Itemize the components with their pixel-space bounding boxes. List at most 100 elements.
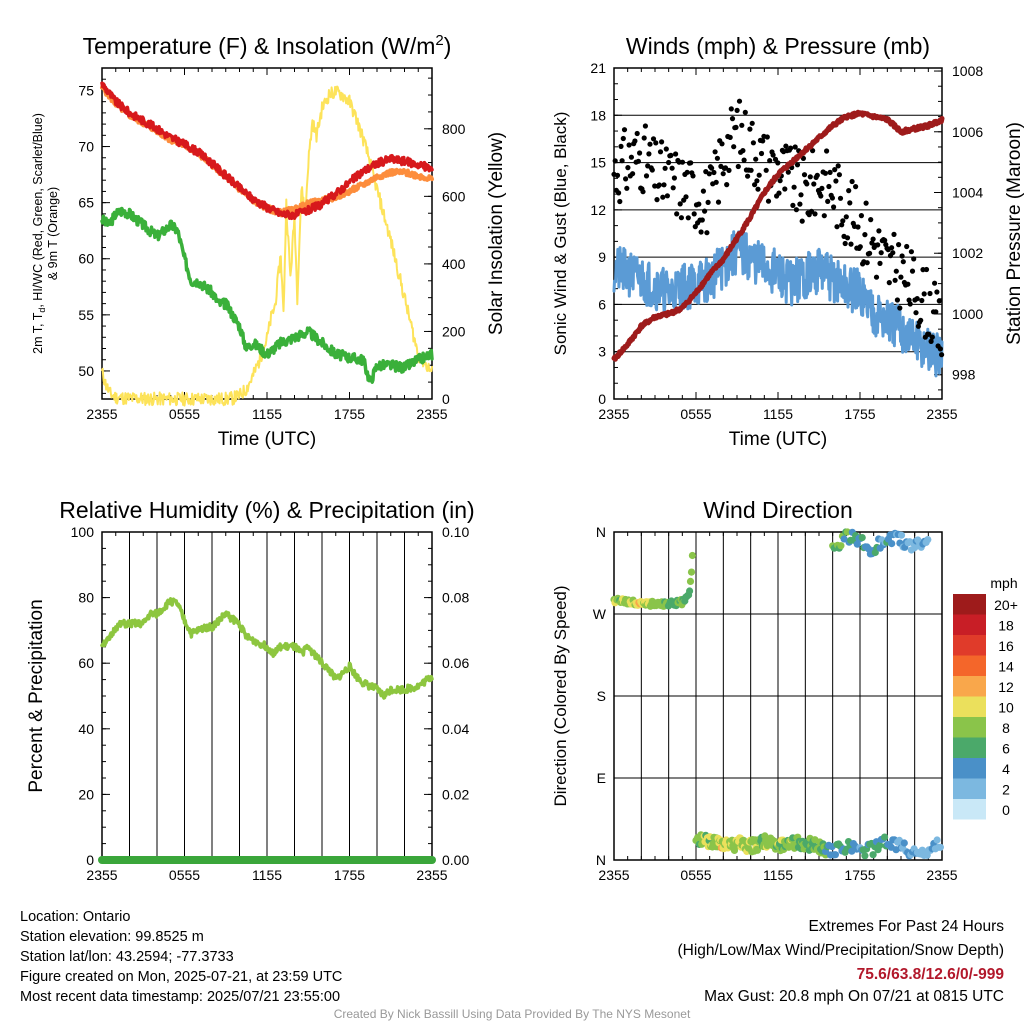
legend-swatch (953, 758, 986, 779)
left-y-tick-label: 55 (78, 307, 94, 323)
gust-point (905, 281, 911, 287)
gust-point (683, 194, 689, 200)
extremes-subtitle: (High/Low/Max Wind/Precipitation/Snow De… (677, 942, 1005, 959)
gust-point (899, 253, 905, 259)
direction-point (924, 536, 932, 544)
gust-point (870, 236, 876, 242)
gust-point (835, 163, 841, 169)
gust-point (731, 144, 737, 150)
gust-point (818, 193, 824, 199)
right-y-tick-label: 1000 (952, 306, 983, 322)
direction-point (911, 544, 919, 552)
gust-point (699, 217, 705, 223)
gust-point (673, 151, 679, 157)
y-axis-label-line2: & 9m T (Orange) (46, 187, 60, 280)
gust-point (908, 249, 915, 255)
plot-frame (613, 67, 943, 400)
gust-point (688, 160, 694, 166)
direction-point (876, 841, 884, 850)
gust-point (829, 195, 836, 201)
gust-point (726, 167, 732, 173)
gust-point (624, 185, 630, 191)
gust-point (642, 123, 649, 129)
direction-point (933, 836, 941, 844)
gust-point (700, 188, 707, 194)
gust-point (867, 250, 873, 256)
gust-point (728, 106, 734, 112)
gust-point (734, 107, 740, 113)
left-y-tick-label: N (596, 524, 606, 540)
gust-point (798, 192, 804, 198)
gust-point (739, 122, 745, 128)
gust-point (833, 178, 839, 184)
gust-point (933, 309, 939, 315)
gust-point (617, 198, 623, 205)
left-y-tick-label: 20 (78, 786, 94, 802)
direction-point (897, 531, 906, 539)
legend-label: 16 (998, 638, 1014, 654)
series-insolation (101, 85, 433, 407)
direction-point (688, 551, 697, 560)
gust-point (906, 297, 912, 303)
station-location: Location: Ontario (20, 909, 131, 925)
gust-point (914, 296, 920, 302)
gust-point (632, 138, 638, 144)
gust-point (804, 181, 810, 187)
title-close: ) (444, 33, 452, 59)
legend-swatch (953, 717, 986, 738)
y-axis-label: Direction (Colored By Speed) (551, 585, 570, 806)
legend-swatch (953, 778, 986, 799)
left-y-tick-label: 65 (78, 195, 94, 211)
right-y-tick-label: 200 (442, 323, 466, 339)
gust-point (875, 242, 881, 248)
chart-title-temperature: Temperature (F) & Insolation (W/m2) (83, 32, 452, 59)
x-tick-label: 2355 (598, 867, 629, 883)
gust-point (760, 138, 766, 144)
left-y-tick-label: S (597, 688, 606, 704)
right-y-tick-label: 400 (442, 256, 466, 272)
left-y-tick-label: N (596, 852, 606, 868)
gust-point (674, 211, 680, 217)
left-y-tick-label: 0 (598, 391, 606, 407)
left-y-tick-label: 15 (590, 155, 606, 171)
gust-point (907, 301, 913, 307)
legend-swatch (953, 676, 986, 697)
gust-point (783, 143, 789, 149)
gust-point (643, 173, 650, 179)
gust-point (713, 179, 719, 185)
gust-point (663, 146, 669, 152)
x-axis-label: Time (UTC) (218, 429, 317, 450)
panel-winds: 2355 0555 1155 1755 235503691215182199810001… (590, 60, 983, 422)
gust-point (654, 197, 660, 203)
gust-point (711, 169, 717, 176)
y-axis-label: Sonic Wind & Gust (Blue, Black) (551, 112, 570, 356)
gust-point (932, 280, 938, 286)
gust-point (832, 167, 838, 173)
gust-point (848, 241, 854, 247)
left-y-tick-label: W (593, 606, 607, 622)
gust-point (630, 171, 636, 177)
legend-label: 0 (1002, 802, 1010, 818)
gust-point (653, 140, 659, 146)
gust-point (749, 120, 755, 126)
gust-point (913, 310, 919, 316)
series-sonic-wind (612, 230, 944, 378)
right-y-tick-label: 0.08 (442, 590, 469, 606)
gust-point (819, 185, 825, 191)
most-recent-data: Most recent data timestamp: 2025/07/21 2… (20, 989, 341, 1005)
legend-swatch (953, 799, 986, 820)
gust-point (650, 136, 657, 142)
gust-point (936, 298, 942, 304)
direction-point (936, 843, 945, 851)
gust-point (696, 201, 702, 207)
title-main: Temperature (F) & Insolation (W/m (83, 33, 436, 59)
gust-point (904, 243, 910, 250)
legend-swatch (953, 594, 986, 615)
series-gust (611, 98, 945, 358)
gust-point (754, 178, 760, 184)
gust-point (729, 116, 736, 122)
gust-point (659, 139, 665, 145)
gust-point (814, 172, 820, 178)
gust-point (735, 163, 741, 170)
right-y-tick-label: 0.00 (442, 852, 469, 868)
